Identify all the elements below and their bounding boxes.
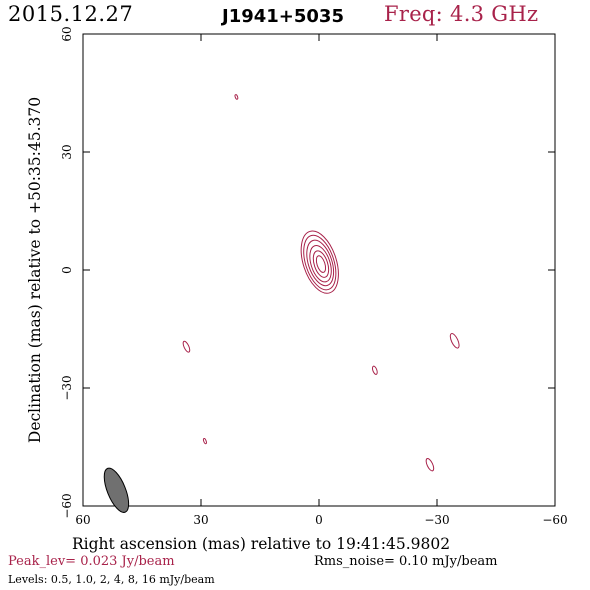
tick-labels: 60 30 0 −30 −60 −60 −30 0 30 60	[60, 26, 568, 527]
contour-blob-5-0	[449, 333, 460, 349]
y-tick-label: 30	[60, 144, 74, 159]
contour-core-0	[300, 230, 339, 294]
axis-ticks	[82, 33, 556, 507]
y-tick-label: 60	[60, 26, 74, 41]
source-name: J1941+5035	[222, 6, 344, 27]
contour-blob-6-0	[425, 458, 435, 472]
x-tick-label: 60	[75, 513, 90, 527]
contour-core-2	[306, 239, 335, 287]
contour-blob-1-0	[234, 94, 239, 100]
contour-levels: Levels: 0.5, 1.0, 2, 4, 8, 16 mJy/beam	[8, 573, 215, 586]
y-tick-label: −30	[60, 375, 74, 400]
contour-core-5	[315, 255, 327, 273]
x-tick-label: 0	[315, 513, 323, 527]
beam-ellipse	[103, 467, 130, 513]
contour-blob-2-0	[182, 340, 191, 353]
contour-core-4	[312, 250, 330, 278]
contour-blob-3-0	[202, 437, 207, 445]
x-axis-label: Right ascension (mas) relative to 19:41:…	[72, 535, 450, 553]
contour-core-1	[303, 234, 337, 291]
epoch-date: 2015.12.27	[8, 2, 134, 26]
x-tick-label: 30	[193, 513, 208, 527]
y-axis-label: Declination (mas) relative to +50:35:45.…	[26, 97, 44, 443]
beam-layer	[103, 467, 130, 513]
contour-core-3	[309, 245, 332, 283]
x-tick-label: −30	[424, 513, 449, 527]
y-tick-label: 0	[60, 266, 74, 274]
contour-blob-4-0	[371, 365, 378, 375]
rms-noise: Rms_noise= 0.10 mJy/beam	[314, 554, 498, 569]
x-tick-label: −60	[542, 513, 567, 527]
frequency-label: Freq: 4.3 GHz	[384, 2, 539, 26]
contours	[182, 94, 460, 472]
peak-level: Peak_lev= 0.023 Jy/beam	[8, 554, 175, 569]
y-tick-label: −60	[60, 493, 74, 518]
